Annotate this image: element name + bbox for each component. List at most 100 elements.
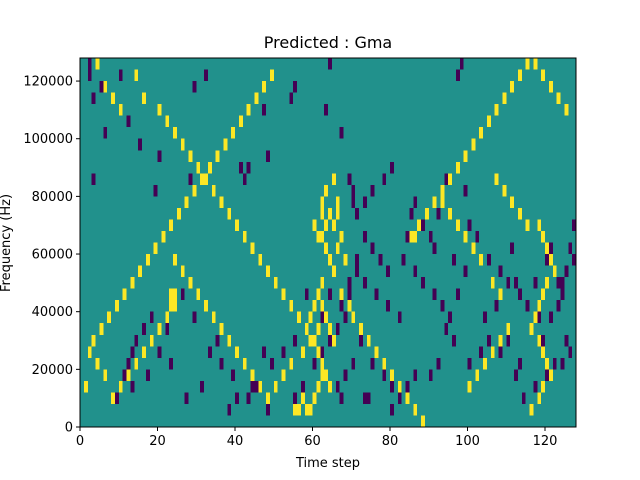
heatmap-cell-high [347,300,352,312]
heatmap-cell-low [455,288,460,301]
x-tick-label: 120 [533,434,558,449]
heatmap-cell-high [409,230,414,243]
heatmap-cell-high [145,254,150,266]
heatmap-cell-high [289,357,294,370]
heatmap-cell-low [572,254,576,266]
heatmap-cell-low [413,265,418,278]
heatmap-cell-high [316,323,321,335]
heatmap-cell-high [312,392,317,404]
heatmap-cell-low [568,346,573,358]
heatmap-cell-high [192,184,197,197]
heatmap-cell-high [331,219,336,231]
heatmap-cell-low [149,311,154,324]
heatmap-cell-high [541,380,545,393]
heatmap-cell-low [335,380,340,393]
heatmap-cell-high [95,357,100,370]
heatmap-cell-high [289,300,294,312]
heatmap-cell-low [370,357,375,370]
heatmap-cell-high [417,219,421,231]
heatmap-cell-high [142,346,146,358]
heatmap-cell-low [572,219,576,231]
heatmap-cell-low [517,357,522,370]
heatmap-cell-high [126,369,131,381]
heatmap-cell-low [304,288,309,301]
heatmap-cell-high [335,196,340,208]
heatmap-cell-low [351,196,356,208]
heatmap-cell-high [498,288,503,301]
heatmap-cell-high [242,357,247,370]
heatmap-cell-high [413,403,418,416]
heatmap-cell-high [397,380,402,393]
heatmap-cell-high [91,334,96,347]
heatmap-cell-high [541,69,545,82]
heatmap-cell-low [552,357,557,370]
y-tick-label: 60000 [32,248,73,263]
heatmap-cell-low [483,311,487,324]
heatmap-cell-high [328,380,332,393]
heatmap-cell-low [514,277,518,289]
heatmap-cell-low [153,184,158,197]
x-tick-label: 40 [227,434,244,449]
heatmap-cell-high [529,323,534,335]
heatmap-cell-low [366,392,371,404]
heatmap-cell-high [211,184,216,197]
heatmap-cell-low [215,334,220,347]
heatmap-cell-high [448,173,452,185]
heatmap-cell-high [196,161,201,174]
heatmap-cell-high [157,323,162,335]
heatmap-cell-low [134,334,139,347]
heatmap-cell-high [467,380,472,393]
heatmap-cell-high [238,115,243,128]
heatmap-cell-high [498,334,503,347]
heatmap-cell-high [335,242,340,255]
heatmap-cell-high [320,300,325,312]
y-axis: 0 20000 40000 60000 80000 100000 120000 [23,75,80,436]
heatmap-cell-low [328,334,332,347]
y-tick-label: 20000 [32,363,73,378]
heatmap-cell-low [545,254,549,266]
plot-area [79,57,577,428]
heatmap-cell-low [145,369,150,381]
heatmap-cell-high [250,369,255,381]
heatmap-cell-low [118,69,123,82]
heatmap-cell-low [397,392,402,404]
heatmap-cell-high [525,58,530,70]
heatmap-cell-low [413,369,418,381]
heatmap-cell-low [359,334,363,347]
heatmap-cell-low [320,346,325,358]
heatmap-cell-high [529,403,534,416]
heatmap-cell-low [506,277,511,289]
heatmap-cell-high [510,196,514,208]
heatmap-cell-low [362,230,367,243]
x-axis-label: Time step [295,456,360,471]
heatmap-cell-low [142,323,146,335]
heatmap-cell-low [382,173,387,185]
heatmap-cell-low [246,161,251,174]
heatmap-cell-high [169,219,173,231]
heatmap-cell-low [184,392,189,404]
heatmap-cell-low [351,184,356,197]
heatmap-cell-high [479,254,483,266]
heatmap-cell-high [308,334,313,347]
heatmap-cell-high [421,415,425,427]
heatmap-cell-high [316,346,321,358]
heatmap-cell-high [269,69,274,82]
heatmap-cell-low [312,357,317,370]
heatmap-cell-high [548,369,553,381]
heatmap-cell-high [254,92,259,105]
heatmap-cell-low [122,369,127,381]
heatmap-cell-low [440,300,445,312]
heatmap-cell-high [304,403,309,416]
heatmap-cell-high [324,311,328,324]
heatmap-cell-low [157,346,162,358]
heatmap-cell-low [362,277,367,289]
heatmap-cell-low [91,173,96,185]
heatmap-cell-high [339,230,344,243]
heatmap-cell-high [479,127,483,139]
heatmap-cell-low [537,311,542,324]
heatmap-cell-low [421,219,425,231]
heatmap-cell-low [401,254,406,266]
heatmap-cell-low [421,277,425,289]
heatmap-cell-high [494,173,499,185]
